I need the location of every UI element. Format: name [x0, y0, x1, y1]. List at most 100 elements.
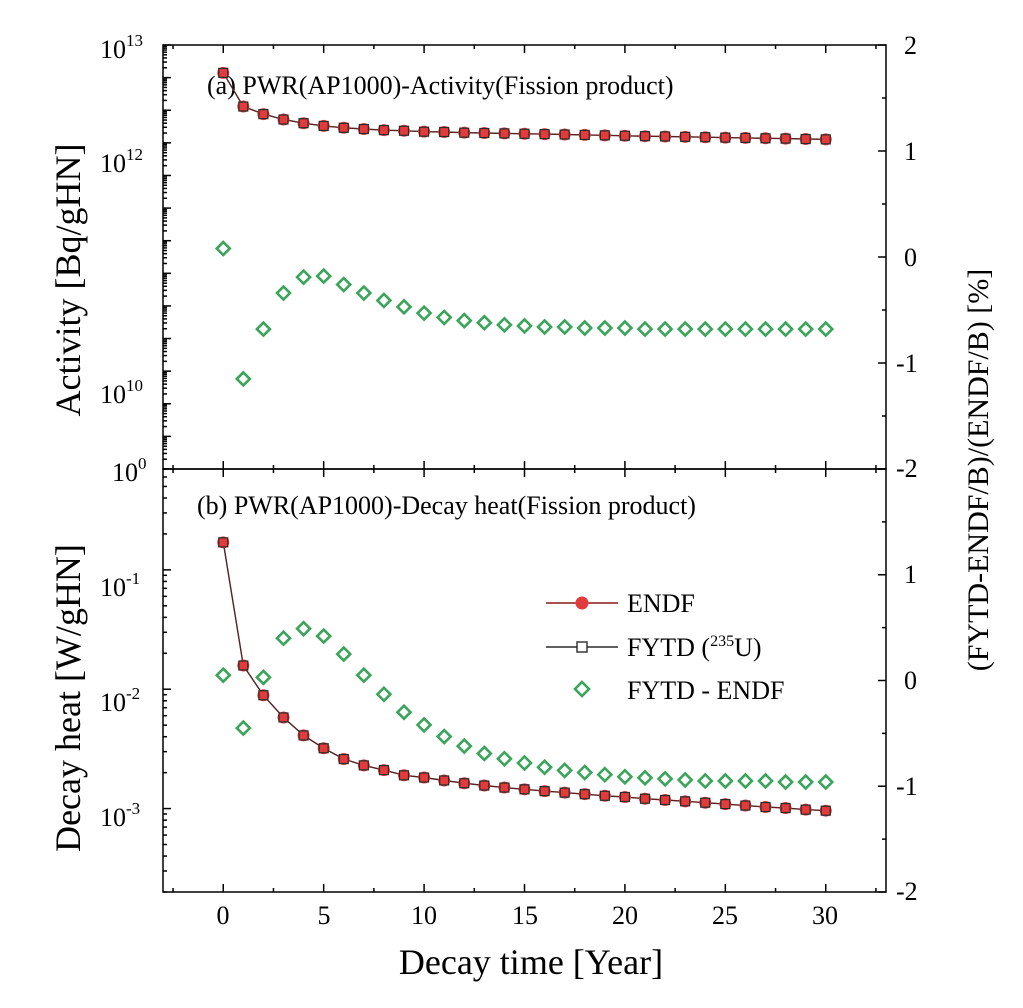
- fytd-point: [338, 122, 349, 133]
- legend-diff-marker: [573, 680, 591, 698]
- endf-point: [377, 124, 390, 137]
- legend: ENDF FYTD (235U) FYTD - ENDF: [546, 589, 784, 705]
- diff-point: [355, 284, 373, 302]
- diff-point: [596, 766, 614, 783]
- fytd-point: [318, 120, 329, 132]
- diff-point: [716, 772, 734, 790]
- x-tick-label: 5: [318, 901, 331, 930]
- fytd-point: [479, 127, 490, 139]
- fytd-point: [659, 794, 671, 806]
- fytd-point: [639, 131, 651, 142]
- y-tick-label: 10-3: [100, 799, 140, 832]
- diff-point: [636, 769, 654, 787]
- endf-point: [518, 783, 531, 796]
- diff-point: [275, 629, 292, 647]
- y-tick-label: 1012: [100, 145, 143, 178]
- x-ticklabels: 0 5 10 15 20 25 30: [217, 901, 839, 930]
- fytd-point: [780, 133, 791, 144]
- endf-point: [438, 126, 451, 139]
- endf-point: [377, 764, 390, 777]
- x-tick-label: 30: [812, 901, 838, 930]
- endf-point: [618, 791, 631, 804]
- fytd-point: [358, 760, 369, 771]
- endf-point: [538, 785, 551, 798]
- panel-b-y-ticklabels: 10-1 10-2 10-3: [100, 569, 140, 832]
- endf-point: [458, 777, 471, 790]
- legend-label-endf: ENDF: [627, 589, 695, 618]
- panel-b-title: (b) PWR(AP1000)-Decay heat(Fission produ…: [197, 491, 696, 520]
- diff-point: [295, 268, 312, 286]
- fytd-point: [418, 772, 430, 783]
- fytd-point: [680, 131, 691, 142]
- endf-point: [699, 131, 712, 144]
- diff-point: [315, 627, 333, 645]
- diff-point: [696, 320, 714, 338]
- endf-point: [317, 742, 330, 755]
- endf-point: [819, 133, 832, 146]
- diff-point: [214, 666, 232, 684]
- diff-point: [455, 312, 473, 329]
- diff-point: [656, 320, 674, 338]
- diff-point: [596, 319, 614, 337]
- diff-point: [676, 320, 694, 338]
- y2-tick-label: 0: [904, 666, 917, 695]
- fytd-point: [238, 101, 249, 112]
- fytd-point: [579, 129, 590, 141]
- diff-point: [295, 620, 312, 638]
- diff-point: [234, 370, 252, 388]
- endf-point: [458, 126, 471, 139]
- diff-point: [737, 320, 754, 338]
- diff-point: [777, 320, 794, 338]
- diff-point: [496, 316, 513, 334]
- endf-point: [518, 127, 531, 140]
- y2-tick-label: 1: [904, 560, 917, 589]
- legend-item-fytd: FYTD (235U): [546, 633, 762, 662]
- legend-endf-marker: [575, 596, 589, 610]
- diff-point: [516, 754, 533, 772]
- endf-point: [538, 128, 551, 141]
- endf-point: [498, 127, 511, 140]
- fytd-point: [338, 753, 349, 765]
- fytd-point: [519, 784, 530, 795]
- endf-point: [498, 781, 511, 794]
- endf-point: [357, 759, 370, 772]
- endf-point: [618, 129, 631, 142]
- diff-point: [355, 666, 373, 684]
- endf-point: [297, 729, 310, 742]
- fytd-point: [258, 109, 269, 120]
- panel-a-frame: [162, 44, 887, 470]
- diff-point: [536, 758, 553, 776]
- fytd-point: [398, 770, 410, 781]
- y2-tick-label: 1: [904, 137, 917, 166]
- diff-point: [656, 770, 674, 788]
- fytd-point: [740, 132, 751, 143]
- diff-point: [797, 773, 815, 791]
- fytd-point: [418, 126, 430, 137]
- fytd-point: [659, 131, 671, 142]
- y2-tick-label: 0: [904, 243, 917, 272]
- diff-point: [275, 284, 292, 302]
- y-tick-label: 1010: [100, 376, 143, 409]
- endf-point: [578, 128, 591, 141]
- diff-point: [576, 319, 594, 337]
- endf-point: [558, 128, 571, 141]
- fytd-point: [539, 786, 550, 797]
- fytd-point: [519, 128, 530, 139]
- diff-point: [435, 309, 453, 326]
- endf-point: [357, 123, 370, 136]
- diff-point: [255, 668, 272, 686]
- endf-point: [257, 108, 270, 121]
- fytd-point: [820, 134, 831, 145]
- endf-point: [779, 802, 792, 815]
- endf-point: [237, 659, 250, 672]
- x-tick-label: 10: [411, 901, 437, 930]
- endf-point: [739, 799, 752, 812]
- diff-point: [556, 318, 574, 336]
- endf-point: [558, 786, 571, 799]
- fytd-point: [760, 801, 771, 813]
- diff-point: [797, 320, 815, 338]
- y-tick-label: 10-1: [100, 569, 140, 602]
- endf-point: [699, 796, 712, 809]
- endf-point: [478, 127, 491, 140]
